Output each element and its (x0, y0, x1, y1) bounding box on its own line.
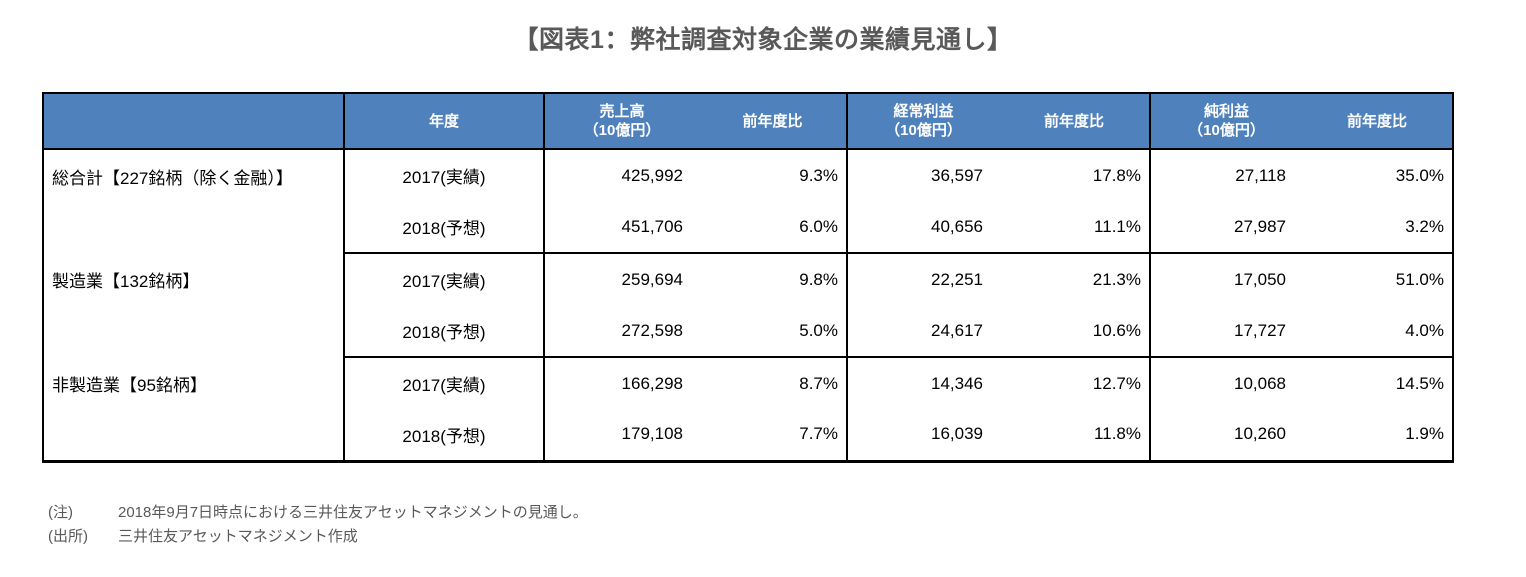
ordinary-profit-yoy: 10.6% (999, 305, 1151, 358)
ordinary-profit-yoy: 21.3% (999, 253, 1151, 305)
table-row-nonmanufacturing-2017: 非製造業【95銘柄】 2017(実績) 166,298 8.7% 14,346 … (43, 357, 1453, 461)
ordinary-profit-value: 36,597 (931, 165, 983, 185)
year-cell: 2017(実績) (344, 149, 545, 201)
ordinary-profit-yoy: 12.7% (999, 357, 1151, 409)
net-profit-yoy: 4.0% (1302, 305, 1453, 358)
sales-value: 451,706 (544, 201, 699, 254)
header-net-profit-yoy: 前年度比 (1302, 93, 1453, 150)
header-year: 年度 (344, 93, 545, 150)
table-row-total-2017: 総合計【227銘柄（除く金融）】 2017(実績) 425,992 9.3% 3… (43, 149, 1453, 253)
header-ordinary-profit: 経常利益 （10億円） (847, 93, 999, 150)
header-sales-unit: （10億円） (583, 122, 661, 139)
footnotes: (注) 2018年9月7日時点における三井住友アセットマネジメントの見通し。 (… (48, 501, 1484, 549)
header-net-profit-metric: 純利益 (1203, 103, 1249, 120)
note-line: (注) 2018年9月7日時点における三井住友アセットマネジメントの見通し。 (48, 501, 1484, 525)
sales-value: 259,694 (621, 269, 683, 289)
net-profit-value: 17,050 (1234, 269, 1286, 289)
header-sales-yoy: 前年度比 (699, 93, 848, 150)
net-profit-yoy: 3.2% (1302, 201, 1453, 254)
ordinary-profit-value: 14,346 (931, 373, 983, 393)
sales-yoy: 9.3% (699, 149, 848, 201)
sales-value: 179,108 (544, 409, 699, 462)
sales-yoy: 9.8% (699, 253, 848, 305)
ordinary-profit-value: 40,656 (847, 201, 999, 254)
ordinary-profit-value: 22,251 (931, 269, 983, 289)
header-sales-metric: 売上高 (599, 103, 645, 120)
table-row-manufacturing-2017: 製造業【132銘柄】 2017(実績) 259,694 9.8% 22,251 … (43, 253, 1453, 357)
row-label-total: 総合計【227銘柄（除く金融）】 (43, 149, 345, 253)
header-sales: 売上高 （10億円） (544, 93, 699, 150)
table-row-total-2018: 2018(予想) 451,706 6.0% 40,656 11.1% 27,98… (43, 201, 1453, 254)
header-ordinary-profit-yoy: 前年度比 (999, 93, 1151, 150)
ordinary-profit-yoy: 11.1% (999, 201, 1151, 254)
page: 【図表1：弊社調査対象企業の業績見通し】 年度 売上高 （10億円） 前年度比 … (42, 26, 1484, 549)
sales-value: 166,298 (621, 373, 683, 393)
row-label-nonmanufacturing: 非製造業【95銘柄】 (43, 357, 345, 461)
net-profit-yoy: 51.0% (1395, 269, 1444, 289)
year-cell: 2018(予想) (344, 409, 545, 462)
net-profit-yoy: 14.5% (1395, 373, 1444, 393)
performance-table: 年度 売上高 （10億円） 前年度比 経常利益 （10億円） 前年度比 純利益 … (42, 92, 1454, 463)
sales-yoy: 8.7% (699, 357, 848, 409)
source-line: (出所) 三井住友アセットマネジメント作成 (48, 525, 1484, 549)
source-text: 三井住友アセットマネジメント作成 (118, 527, 358, 545)
net-profit-yoy: 35.0% (1395, 165, 1444, 185)
header-ordinary-profit-unit: （10億円） (885, 122, 962, 139)
header-ordinary-profit-metric: 経常利益 (893, 103, 954, 120)
header-net-profit-unit: （10億円） (1188, 122, 1265, 139)
header-net-profit: 純利益 （10億円） (1150, 93, 1302, 150)
year-cell: 2017(実績) (344, 357, 545, 409)
year-cell: 2017(実績) (344, 253, 545, 305)
table-row-nonmanufacturing-2018: 2018(予想) 179,108 7.7% 16,039 11.8% 10,26… (43, 409, 1453, 462)
table-row-manufacturing-2018: 2018(予想) 272,598 5.0% 24,617 10.6% 17,72… (43, 305, 1453, 358)
ordinary-profit-value: 16,039 (847, 409, 999, 462)
net-profit-value: 17,727 (1150, 305, 1302, 358)
net-profit-value: 10,068 (1234, 373, 1286, 393)
page-title: 【図表1：弊社調査対象企業の業績見通し】 (513, 26, 1013, 54)
sales-value: 425,992 (621, 165, 683, 185)
sales-yoy: 6.0% (699, 201, 848, 254)
year-cell: 2018(予想) (344, 305, 545, 358)
table-header-row: 年度 売上高 （10億円） 前年度比 経常利益 （10億円） 前年度比 純利益 … (43, 93, 1453, 150)
year-cell: 2018(予想) (344, 201, 545, 254)
net-profit-value: 27,987 (1150, 201, 1302, 254)
ordinary-profit-yoy: 11.8% (999, 409, 1151, 462)
note-text: 2018年9月7日時点における三井住友アセットマネジメントの見通し。 (118, 503, 588, 521)
ordinary-profit-value: 24,617 (847, 305, 999, 358)
sales-value: 272,598 (544, 305, 699, 358)
row-label-manufacturing: 製造業【132銘柄】 (43, 253, 345, 357)
net-profit-value: 27,118 (1235, 165, 1286, 185)
net-profit-yoy: 1.9% (1302, 409, 1453, 462)
header-category-cell (43, 93, 345, 150)
net-profit-value: 10,260 (1150, 409, 1302, 462)
note-label: (注) (48, 503, 73, 521)
source-label: (出所) (48, 527, 88, 545)
sales-yoy: 5.0% (699, 305, 848, 358)
ordinary-profit-yoy: 17.8% (999, 149, 1151, 201)
sales-yoy: 7.7% (699, 409, 848, 462)
